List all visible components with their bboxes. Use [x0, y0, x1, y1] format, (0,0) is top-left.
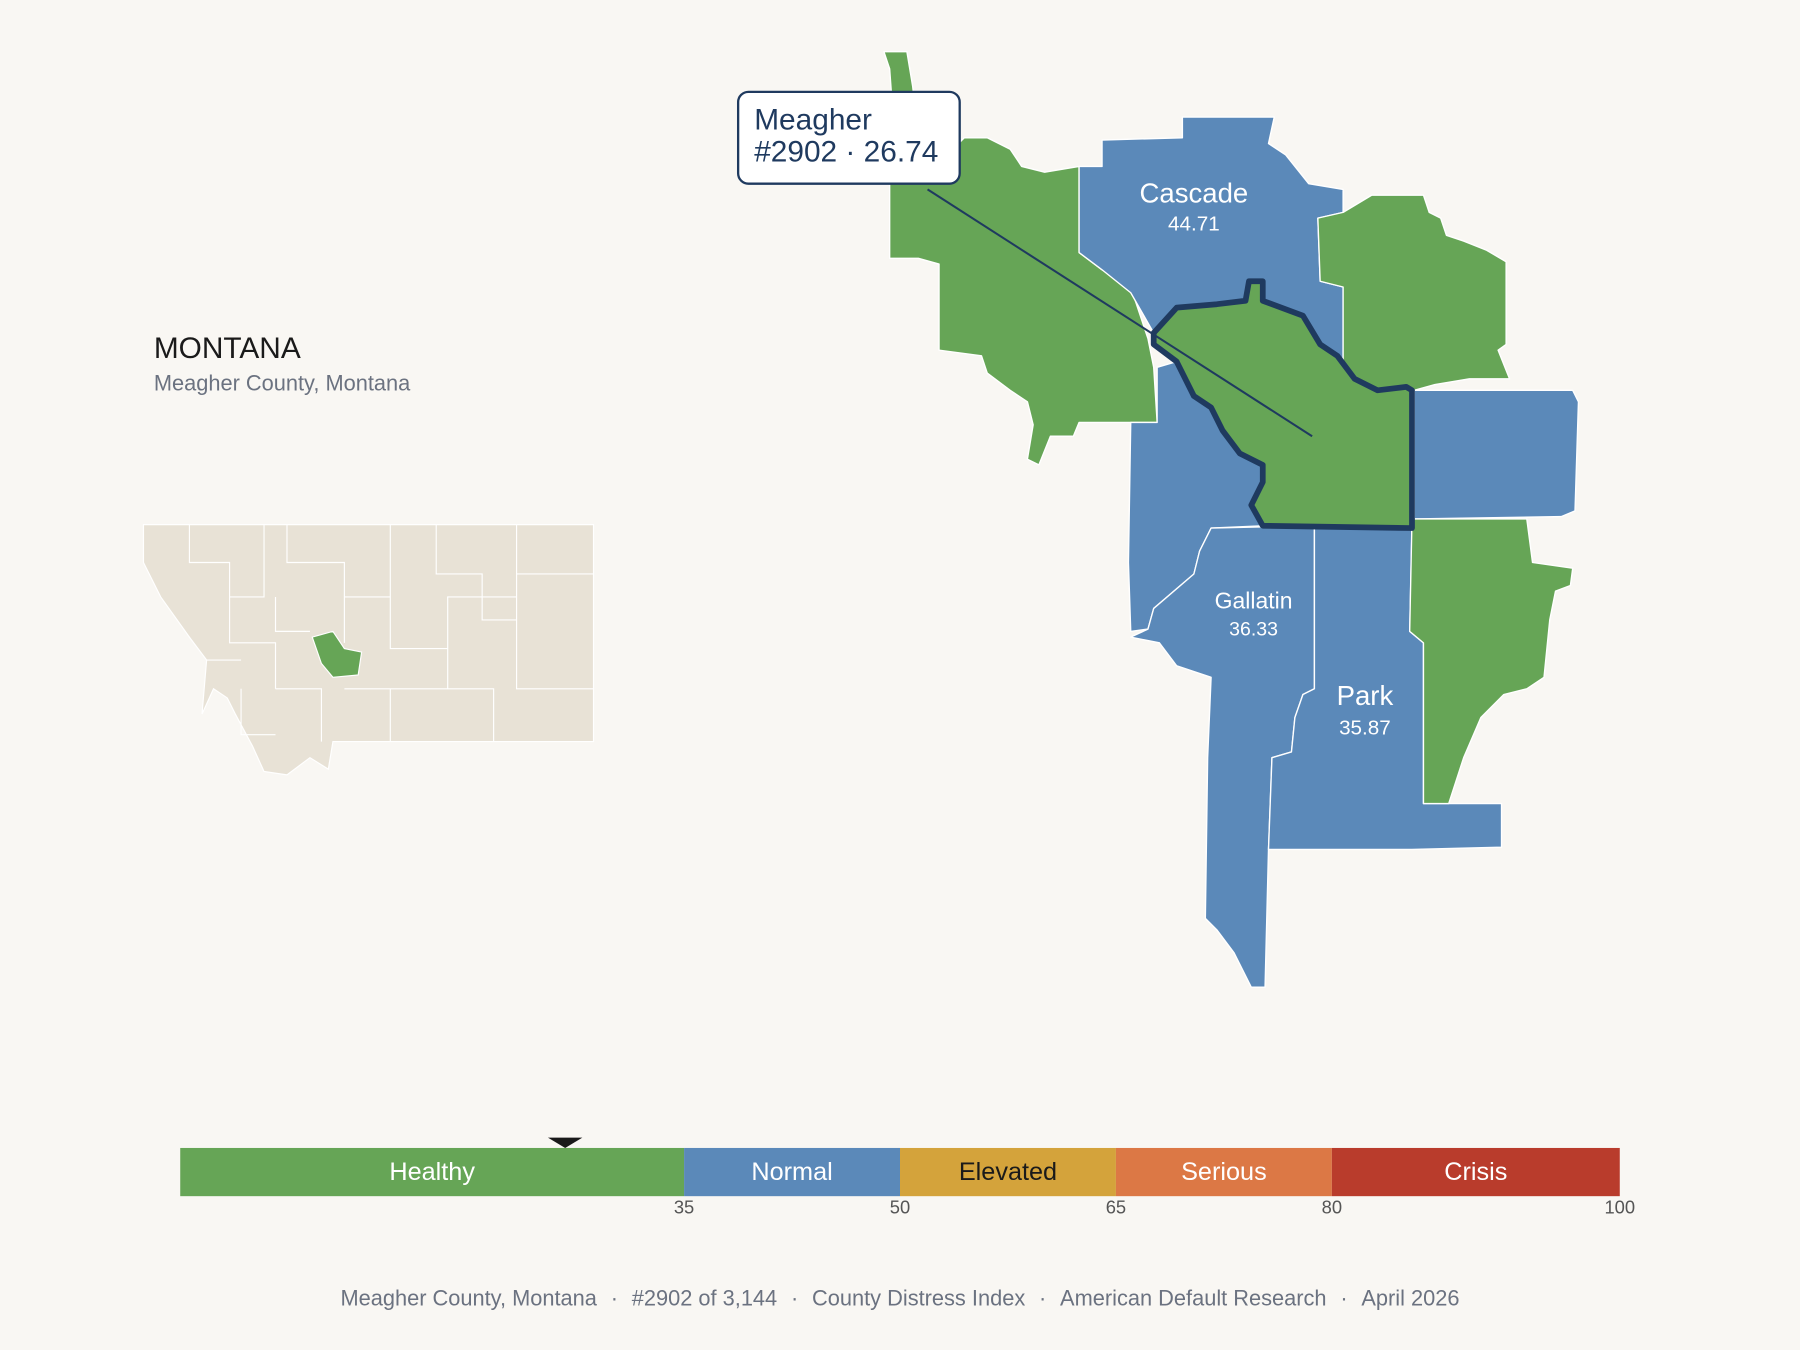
scale-label: Crisis [1444, 1158, 1507, 1186]
county-name: Park [1337, 680, 1394, 711]
region-map: Cascade 44.71 Gallatin 36.33 Park 35.87 … [736, 50, 1580, 988]
scale-label: Elevated [959, 1158, 1057, 1186]
scale-tick-label: 35 [674, 1197, 694, 1218]
scale-tick-label: 80 [1322, 1197, 1342, 1218]
footer-separator: · [1039, 1285, 1046, 1310]
scale-segment [684, 1147, 900, 1197]
scale-segment [1331, 1147, 1620, 1197]
scale-segment [1115, 1147, 1332, 1197]
county-score: 44.71 [1168, 212, 1220, 235]
footer-separator: · [1340, 1285, 1347, 1310]
score-marker [547, 1137, 583, 1148]
title: MONTANA [154, 332, 301, 365]
county-lines [188, 524, 594, 742]
leader-line [926, 188, 1313, 438]
county-name: Gallatin [1215, 588, 1293, 614]
footer-item: April 2026 [1361, 1285, 1459, 1310]
county-name: Cascade [1140, 177, 1249, 208]
state-shape [142, 524, 595, 776]
inset-highlight [311, 630, 363, 678]
county-score: 36.33 [1229, 618, 1278, 640]
scale-label: Serious [1181, 1158, 1267, 1186]
footer-item: County Distress Index [812, 1285, 1025, 1310]
color-scale: Healthy Normal Elevated Serious Crisis 35 50 65… [180, 1137, 1635, 1218]
tooltip-name: Meagher [754, 104, 872, 137]
county-score: 35.87 [1339, 716, 1391, 739]
scale-label: Normal [751, 1158, 832, 1186]
subtitle: Meagher County, Montana [154, 370, 411, 395]
tooltip [736, 90, 961, 185]
footer-separator: · [611, 1285, 618, 1310]
footer-item: Meagher County, Montana [340, 1285, 597, 1310]
state-inset [142, 524, 595, 776]
scale-tick-label: 65 [1106, 1197, 1126, 1218]
scale-label: Healthy [389, 1158, 475, 1186]
highlighted-county[interactable] [1150, 278, 1415, 531]
scale-tick-label: 100 [1604, 1197, 1635, 1218]
footer-separator: · [791, 1285, 798, 1310]
scale-tick-label: 50 [890, 1197, 910, 1218]
county [1413, 389, 1580, 520]
footer-item: #2902 of 3,144 [632, 1285, 777, 1310]
footer: Meagher County, Montana · #2902 of 3,144 · C… [340, 1285, 1459, 1310]
tooltip-value: #2902 · 26.74 [754, 136, 938, 169]
scale-segment [180, 1147, 685, 1197]
county [1409, 518, 1574, 805]
scale-segment [900, 1147, 1116, 1197]
footer-item: American Default Research [1060, 1285, 1327, 1310]
